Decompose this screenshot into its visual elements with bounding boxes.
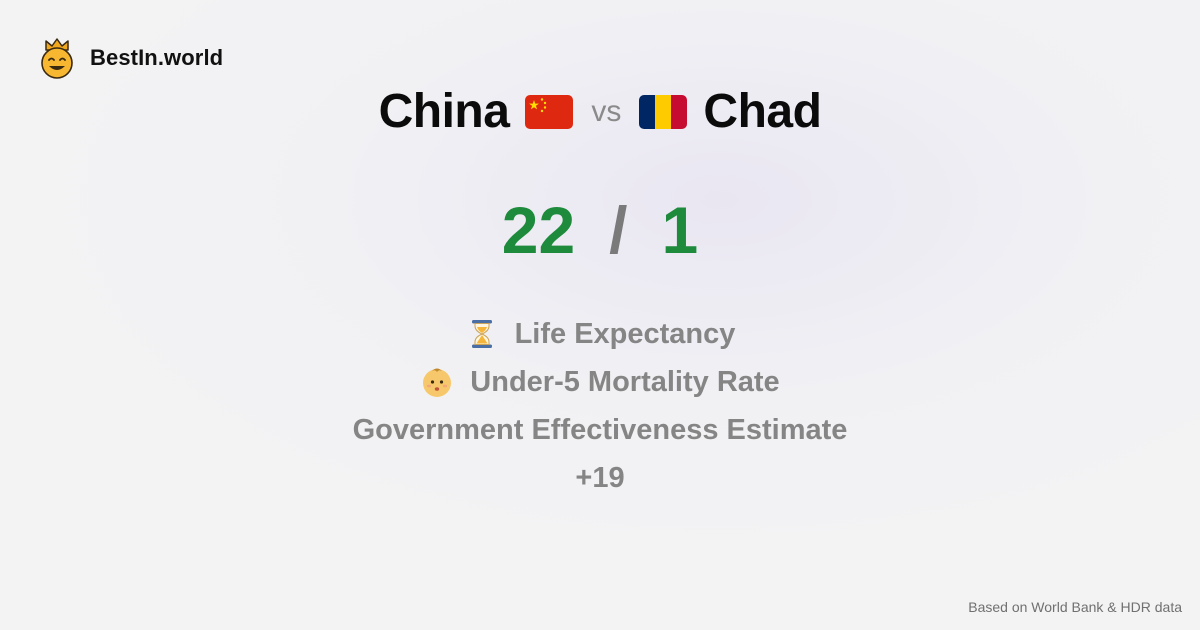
right-score: 1 [661,193,699,267]
score: 22 / 1 [0,192,1200,268]
right-country-name: Chad [703,85,822,138]
baby-icon [423,368,452,397]
metric-life-expectancy: Life Expectancy [465,310,736,358]
metric-label: Under-5 Mortality Rate [470,365,780,398]
score-separator: / [609,193,628,267]
hourglass-icon [471,320,492,348]
left-score: 22 [501,193,576,267]
left-country-name: China [378,85,510,138]
metric-label: Life Expectancy [514,317,736,350]
crown-smiley-icon [41,38,73,79]
brand-name: BestIn.world [90,45,224,70]
brand[interactable]: BestIn.world [38,36,223,80]
metric-under5-mortality: Under-5 Mortality Rate [420,358,780,406]
metric-government-effectiveness: Government Effectiveness Estimate [353,406,848,454]
comparison-title: China vs Chad [0,84,1200,139]
vs-label: vs [591,94,622,128]
metric-label: Government Effectiveness Estimate [352,413,848,446]
china-flag-icon [525,94,574,129]
metrics-list: Life Expectancy Under-5 Mortality Rate G… [0,310,1200,502]
data-source-note: Based on World Bank & HDR data [968,599,1182,615]
more-metrics-count: +19 [575,461,625,494]
chad-flag-icon [639,94,688,129]
